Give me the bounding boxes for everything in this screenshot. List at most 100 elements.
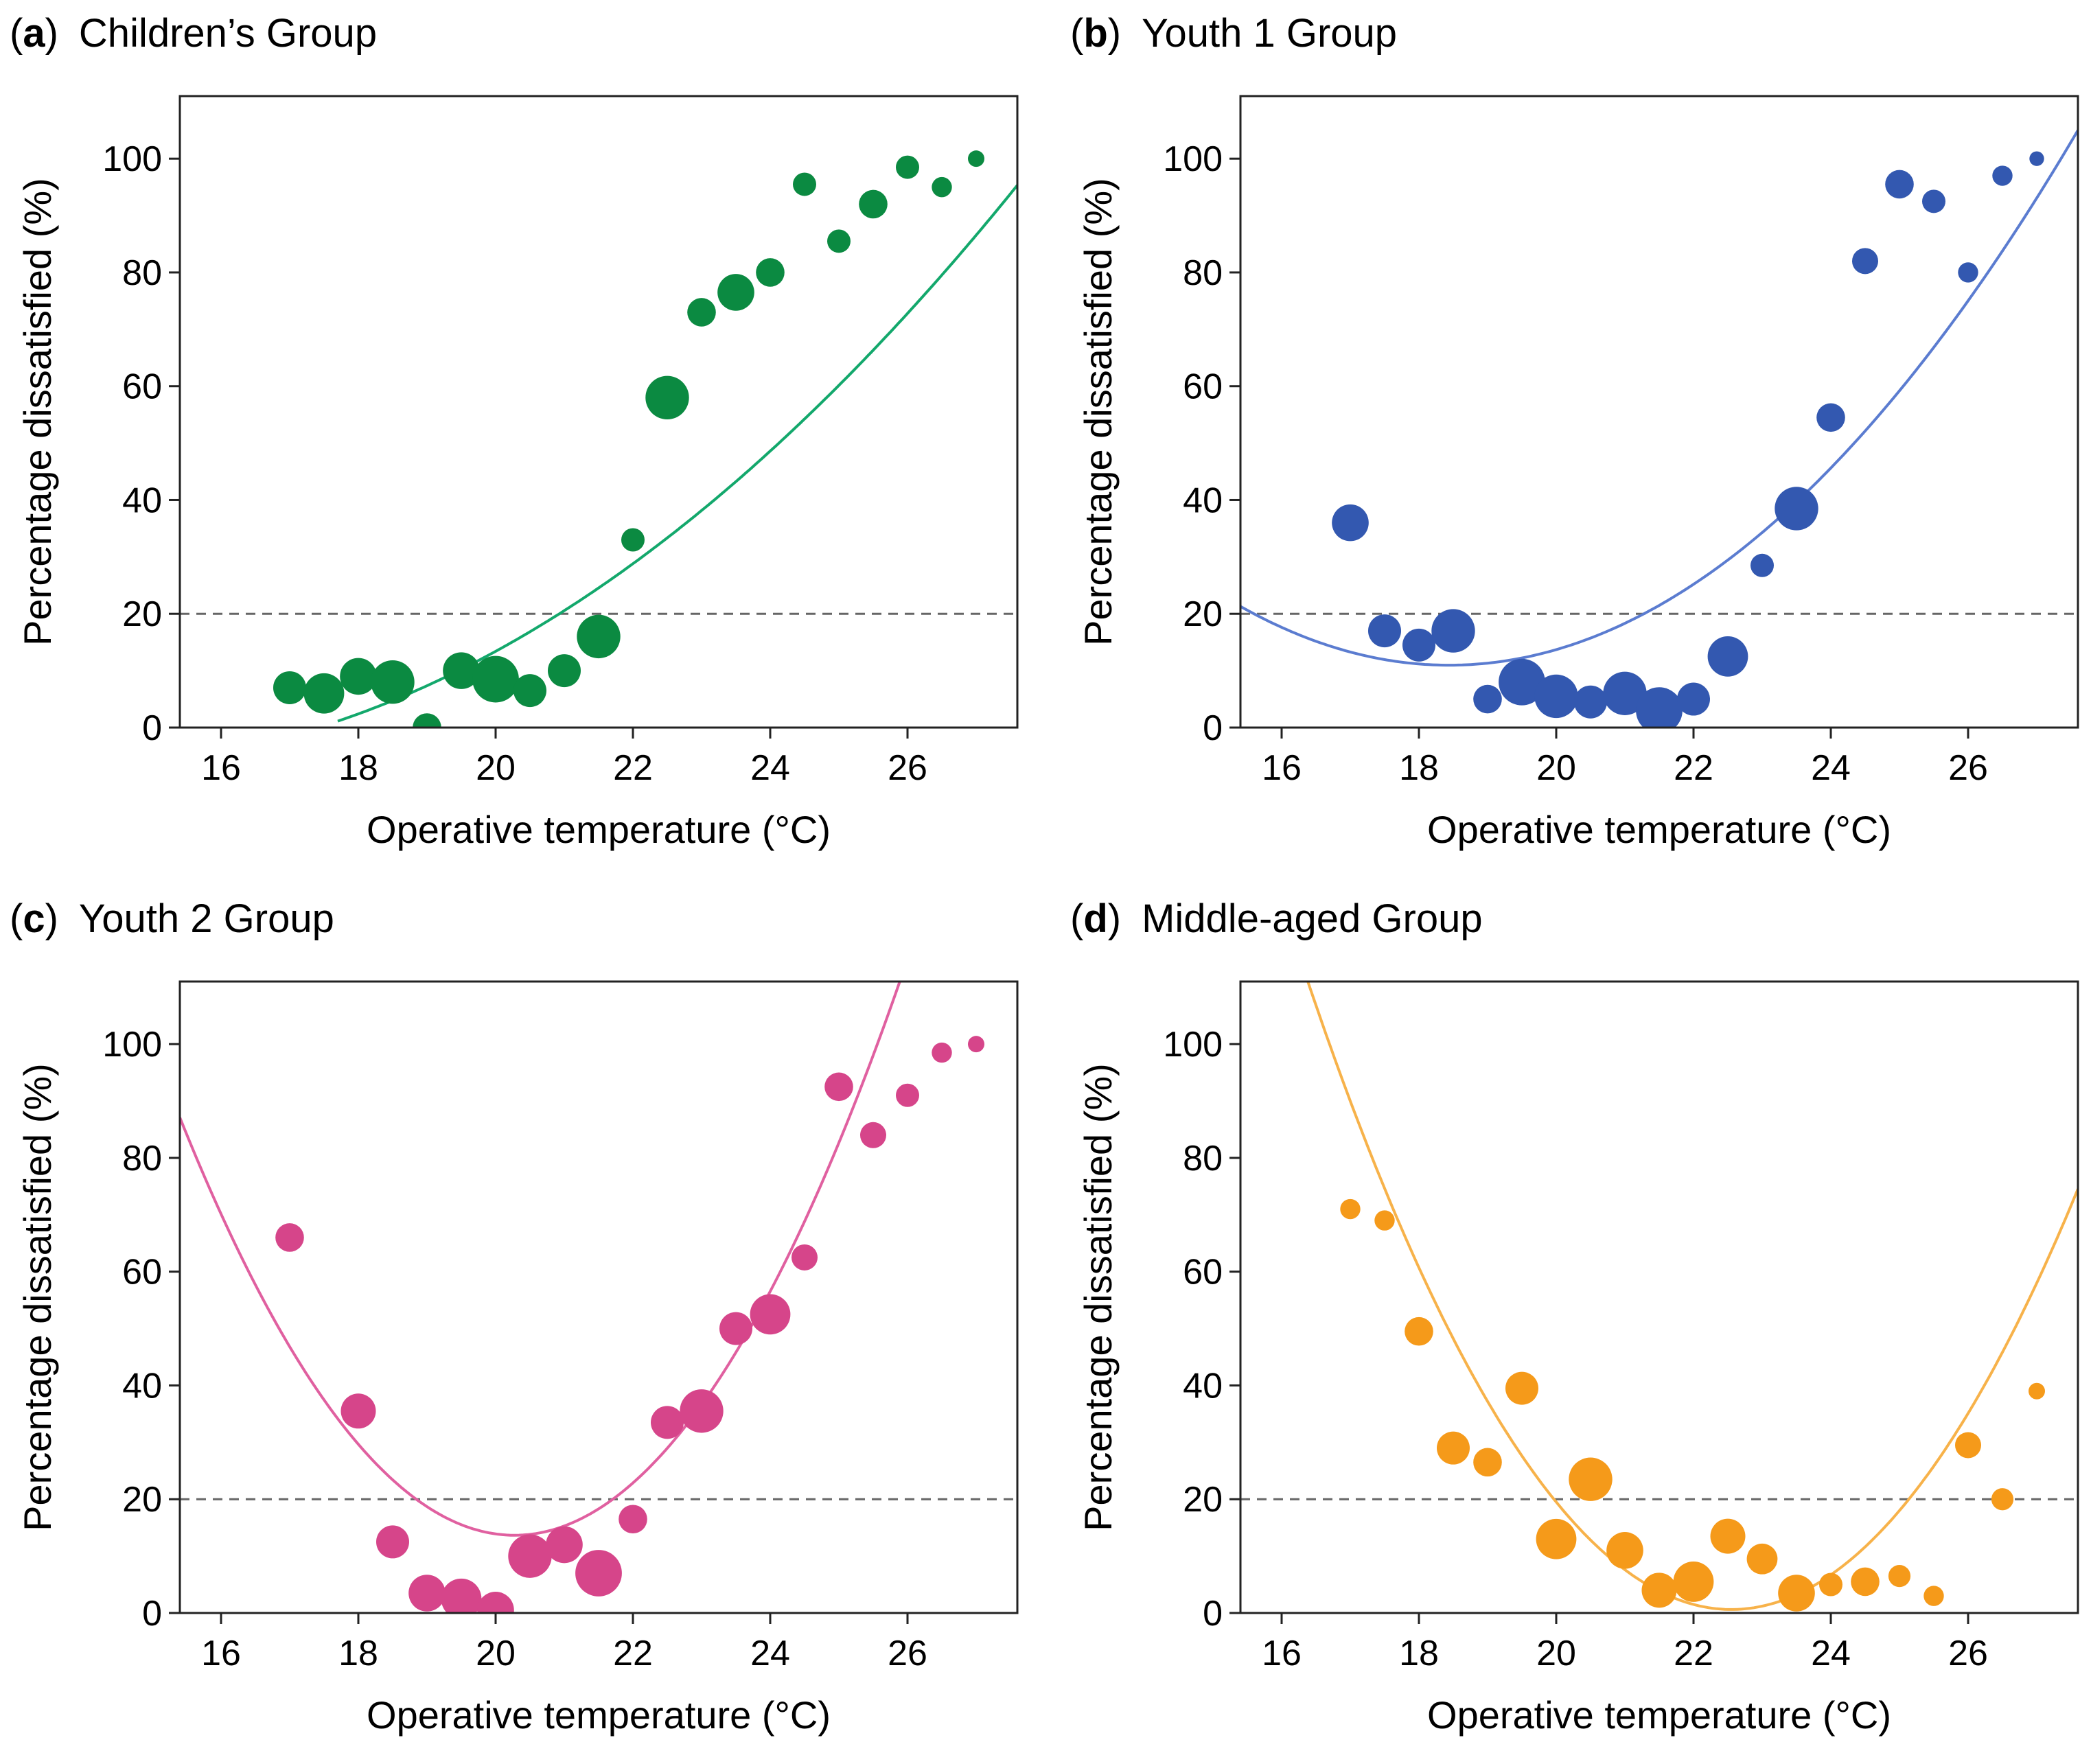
y-tick-label: 60 — [1183, 1253, 1223, 1292]
data-point — [1606, 1532, 1643, 1569]
data-point — [408, 1575, 446, 1612]
y-tick-label: 0 — [142, 708, 162, 748]
data-point — [477, 1592, 514, 1613]
y-axis-label: Percentage dissatisfied (%) — [1076, 1063, 1120, 1531]
data-point — [621, 528, 645, 552]
data-point — [441, 1578, 482, 1613]
points-group — [1332, 151, 2044, 728]
data-point — [1569, 1457, 1613, 1501]
x-tick-label: 24 — [1811, 1634, 1851, 1673]
data-point — [968, 1036, 984, 1053]
y-tick-label: 80 — [122, 253, 162, 293]
data-point — [793, 172, 816, 196]
data-point — [1641, 1572, 1677, 1608]
data-point — [1992, 165, 2013, 186]
y-axis-label: Percentage dissatisfied (%) — [16, 1063, 59, 1531]
data-point — [577, 614, 621, 659]
x-tick-label: 22 — [613, 1634, 653, 1673]
data-point — [824, 1072, 853, 1102]
data-point — [1368, 614, 1401, 648]
data-point — [1473, 1448, 1502, 1477]
panel-b: (b) Youth 1 Group 0 20 40 60 80 100 16 18 20 22 24 26… — [1061, 0, 2080, 879]
panel-title: (c) Youth 2 Group — [10, 896, 334, 941]
y-tick-label: 0 — [1203, 708, 1223, 748]
y-axis-label: Percentage dissatisfied (%) — [16, 178, 59, 646]
y-tick-label: 80 — [122, 1139, 162, 1179]
y-tick-label: 100 — [102, 139, 162, 179]
x-tick-label: 20 — [476, 1634, 516, 1673]
points-group — [1340, 1198, 2045, 1612]
data-point — [1923, 1586, 1944, 1606]
x-tick-label: 20 — [1536, 748, 1576, 788]
chart-title: Youth 2 Group — [79, 896, 334, 941]
data-point — [860, 1122, 886, 1148]
panel-c: (c) Youth 2 Group 0 20 40 60 80 100 16 18 20 22 24 26… — [0, 885, 1040, 1764]
y-tick-label: 100 — [1163, 1025, 1223, 1065]
x-tick-label: 18 — [338, 1634, 378, 1673]
x-tick-label: 16 — [201, 1634, 241, 1673]
y-tick-label: 40 — [1183, 1366, 1223, 1406]
data-point — [546, 1526, 583, 1564]
data-point — [1499, 658, 1545, 706]
data-point — [645, 375, 689, 419]
data-point — [1746, 1543, 1778, 1575]
data-point — [575, 1550, 622, 1597]
y-tick-label: 60 — [122, 367, 162, 407]
data-point — [896, 155, 919, 179]
y-tick-label: 20 — [1183, 1480, 1223, 1520]
x-axis-label: Operative temperature (°C) — [1427, 808, 1891, 851]
y-tick-label: 20 — [122, 594, 162, 634]
y-tick-label: 60 — [122, 1253, 162, 1292]
x-axis-label: Operative temperature (°C) — [367, 1693, 831, 1737]
plot-frame — [178, 95, 1019, 729]
data-point — [443, 652, 480, 689]
data-point — [548, 654, 581, 688]
data-point — [896, 1083, 919, 1107]
data-point — [1402, 628, 1435, 662]
data-point — [719, 1312, 752, 1345]
fit-curve — [1240, 129, 2078, 667]
x-tick-label: 26 — [1948, 748, 1988, 788]
data-point — [1505, 1371, 1538, 1405]
x-tick-label: 22 — [613, 748, 653, 788]
data-point — [1851, 1567, 1880, 1597]
data-point — [1991, 1488, 2014, 1511]
y-tick-label: 100 — [1163, 139, 1223, 179]
x-tick-label: 18 — [1399, 748, 1439, 788]
y-tick-label: 0 — [142, 1594, 162, 1634]
x-tick-label: 16 — [1262, 748, 1302, 788]
data-point — [1405, 1316, 1433, 1346]
data-point — [1437, 1431, 1470, 1465]
x-tick-label: 16 — [1262, 1634, 1302, 1673]
y-tick-label: 40 — [1183, 480, 1223, 520]
data-point — [1958, 262, 1978, 283]
chart-b: (b) Youth 1 Group 0 20 40 60 80 100 16 18 20 22 24 26… — [1070, 11, 2079, 851]
data-point — [827, 229, 851, 253]
plot-frame — [1239, 95, 2079, 729]
data-point — [1536, 1518, 1577, 1559]
data-point — [859, 189, 888, 219]
chart-d: (d) Middle-aged Group 0 20 40 60 80 100 16 18 20 22… — [1070, 896, 2079, 1737]
y-tick-label: 20 — [1183, 594, 1223, 634]
data-point — [513, 674, 546, 708]
fit-curve — [337, 184, 1017, 723]
data-point — [1819, 1572, 1842, 1597]
chart-title: Youth 1 Group — [1142, 11, 1397, 56]
x-tick-label: 18 — [338, 748, 378, 788]
y-tick-label: 40 — [122, 1366, 162, 1406]
data-point — [1431, 609, 1475, 653]
x-tick-label: 22 — [1674, 748, 1713, 788]
data-point — [1707, 636, 1748, 677]
data-point — [1885, 170, 1914, 199]
x-tick-label: 18 — [1399, 1634, 1439, 1673]
data-point — [651, 1406, 684, 1439]
x-tick-label: 26 — [888, 748, 927, 788]
data-point — [1888, 1565, 1911, 1588]
data-point — [1673, 1562, 1714, 1602]
data-point — [1340, 1198, 1361, 1220]
data-point — [376, 1525, 409, 1559]
x-axis-label: Operative temperature (°C) — [1427, 1693, 1891, 1737]
data-point — [1778, 1575, 1815, 1612]
data-point — [1332, 504, 1369, 542]
data-point — [2029, 151, 2044, 166]
